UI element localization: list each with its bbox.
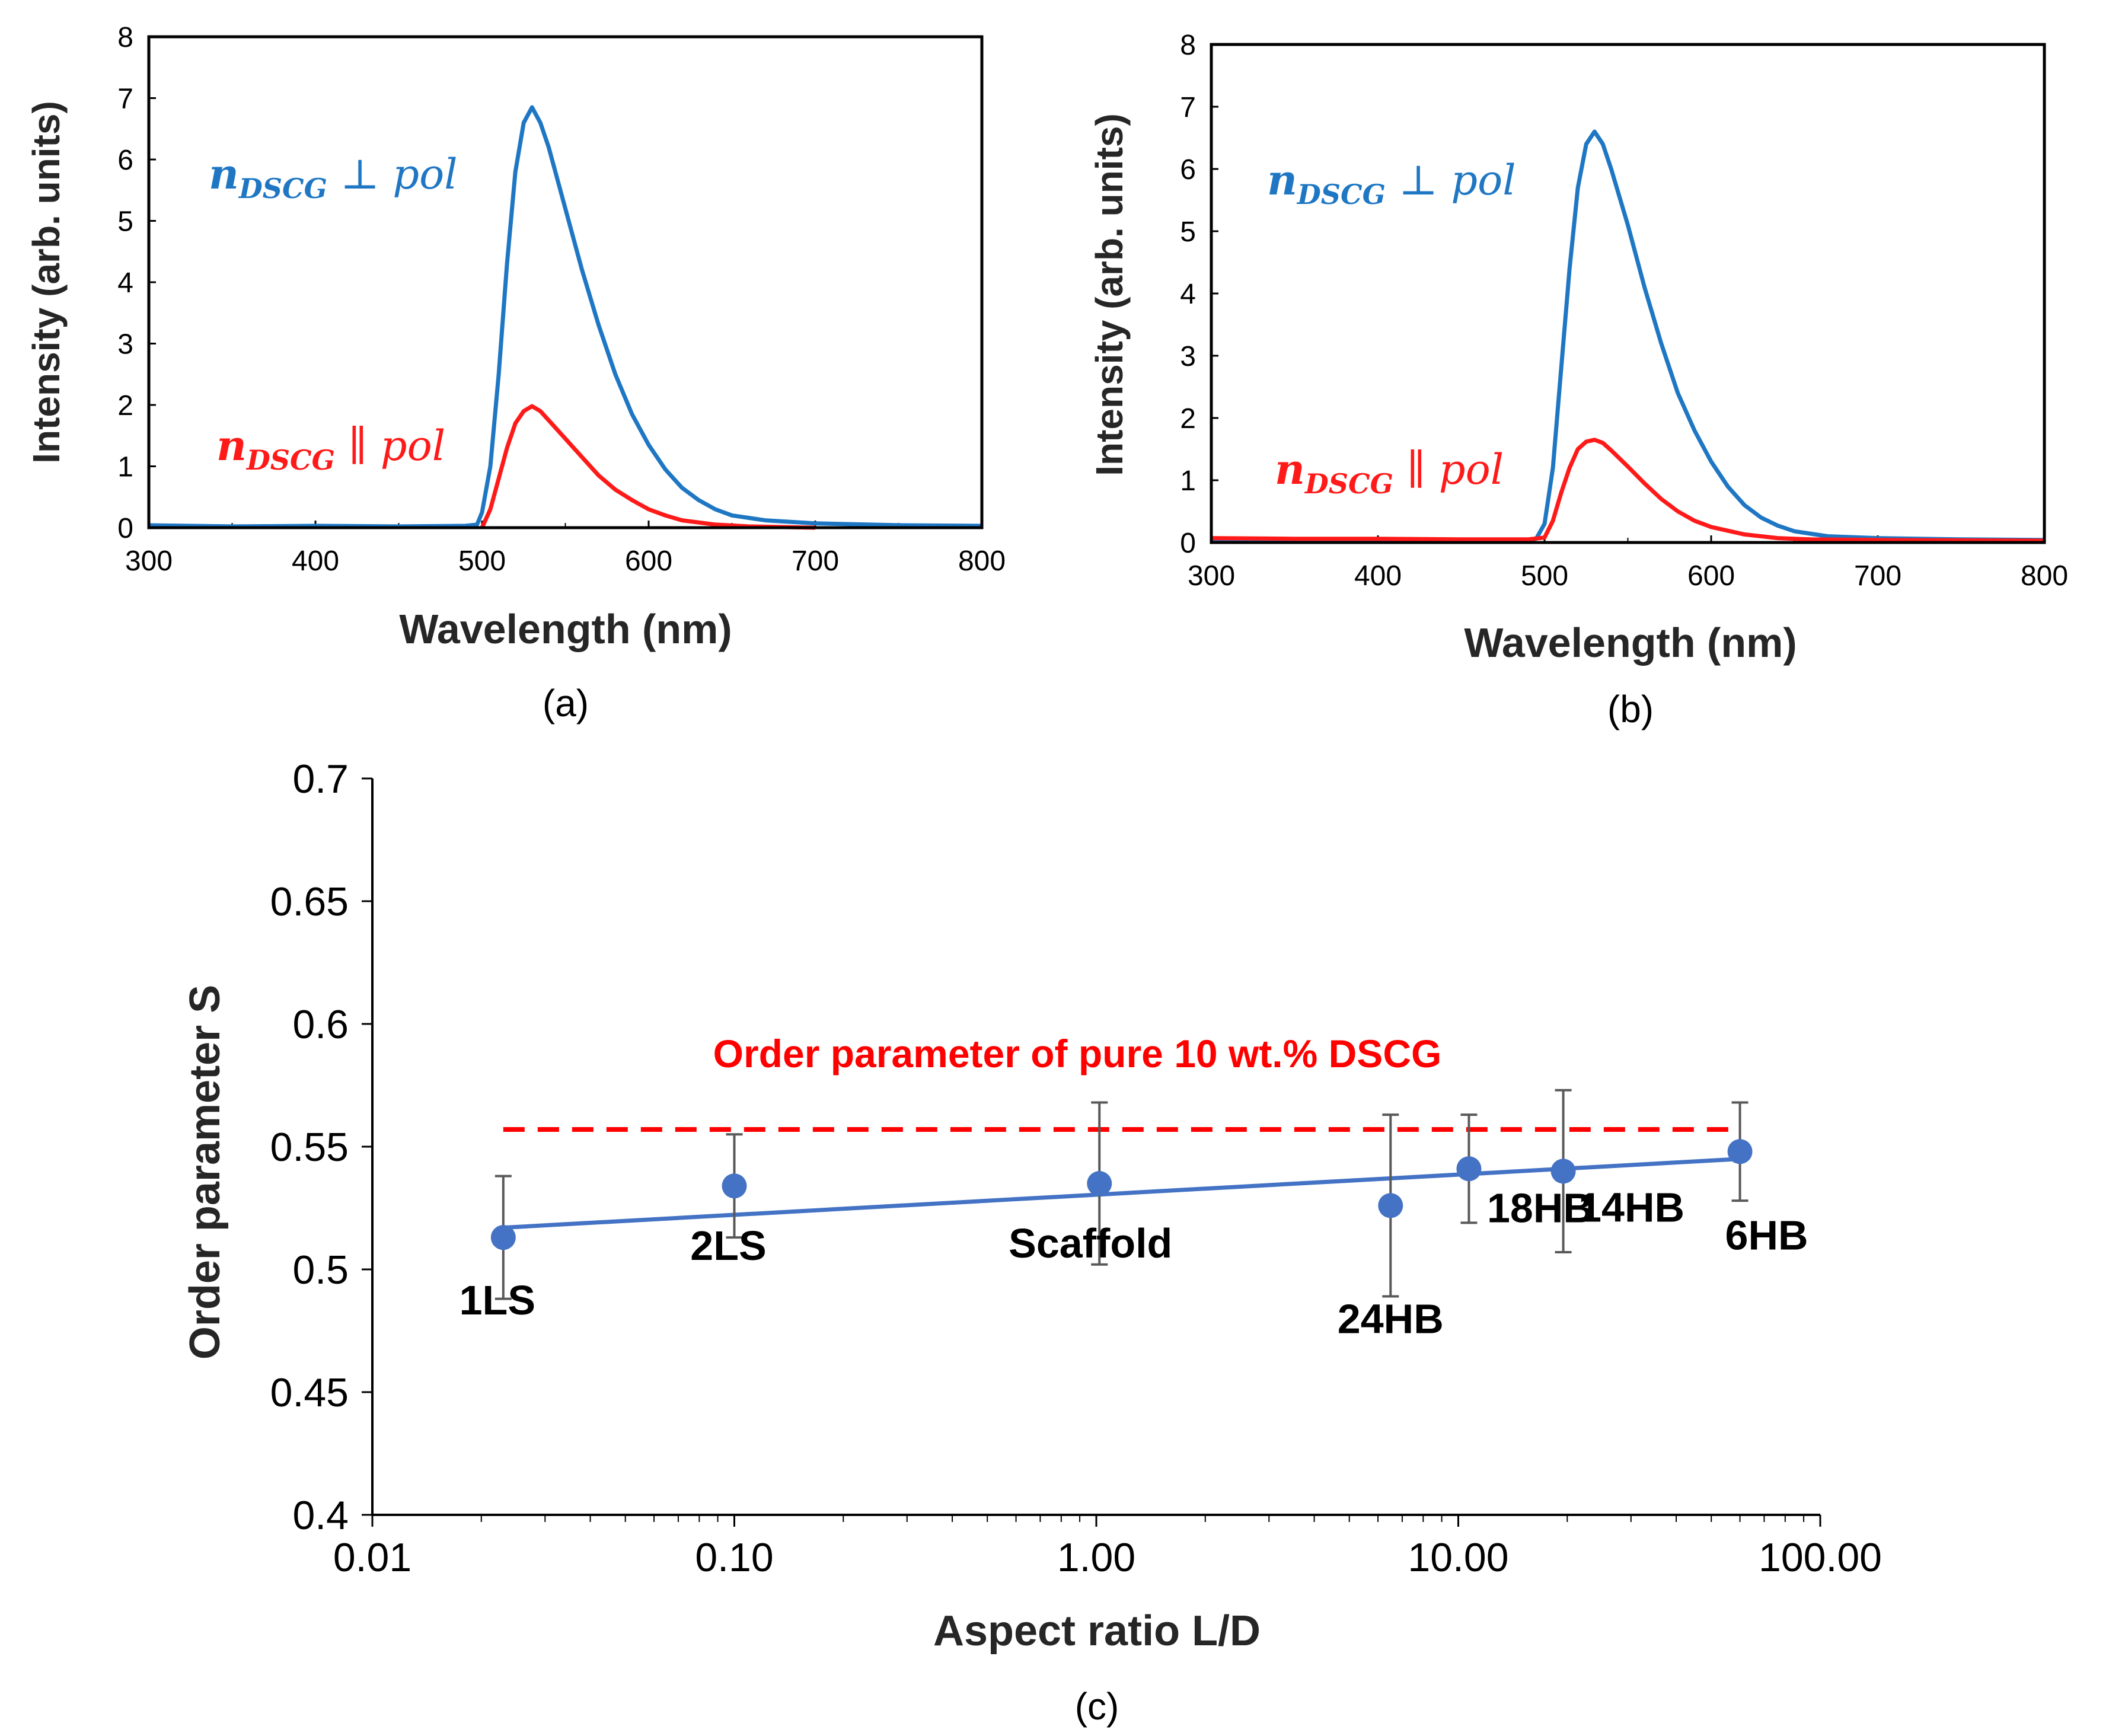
y-tick-label: 0.7 (292, 757, 349, 802)
x-tick-label: 300 (1188, 560, 1235, 592)
panel-a-annot-parallel: nDSCG ∥ pol (216, 421, 445, 476)
x-tick-label: 800 (2021, 560, 2068, 592)
y-tick-label: 1 (117, 452, 133, 483)
panel-c-ref-label: Order parameter of pure 10 wt.% DSCG (713, 1032, 1442, 1076)
y-tick-label: 0 (117, 513, 133, 544)
x-tick-label: 400 (292, 545, 339, 577)
data-point-14hb (1550, 1159, 1576, 1184)
y-tick-label: 3 (1180, 341, 1196, 372)
panel-c-ylabel: Order parameter S (181, 985, 229, 1360)
y-tick-label: 1 (1180, 465, 1196, 497)
point-label: 18HB (1487, 1185, 1593, 1231)
x-tick-label: 600 (625, 545, 672, 577)
panel-c-ticks (362, 777, 1821, 1527)
panel-c-marks (490, 1089, 1753, 1300)
panel-c-tick-labels: 0.4 0.45 0.5 0.55 0.6 0.65 0.7 0.01 0.10 1.00 10.0… (270, 757, 1882, 1580)
panel-b-caption: (b) (1607, 688, 1654, 730)
x-tick-label: 700 (792, 545, 839, 577)
data-point-18hb (1456, 1156, 1482, 1182)
series-perp-line (148, 105, 982, 529)
y-tick-label: 4 (1180, 279, 1196, 310)
x-tick-label: 1.00 (1057, 1535, 1135, 1580)
panel-b-series (1211, 129, 2045, 543)
panel-b-annot-perp: nDSCG ⊥ pol (1267, 155, 1516, 210)
data-point-2ls (722, 1173, 747, 1199)
panel-c-xlabel: Aspect ratio L/D (933, 1607, 1261, 1655)
y-tick-label: 0.6 (292, 1002, 349, 1047)
panel-b-ylabel: Intensity (arb. units) (1088, 113, 1131, 476)
x-tick-label: 100.00 (1759, 1535, 1882, 1580)
series-parallel-line (1211, 438, 2045, 543)
data-point-scaffold (1087, 1171, 1112, 1196)
point-label: 6HB (1725, 1212, 1808, 1258)
y-tick-label: 5 (1180, 216, 1196, 248)
y-tick-label: 0.4 (292, 1493, 349, 1538)
panel-b-plot-frame (1210, 43, 2046, 544)
y-tick-label: 3 (117, 329, 133, 360)
y-tick-label: 7 (1180, 92, 1196, 123)
series-parallel-line (480, 404, 816, 530)
data-point-6hb (1727, 1139, 1753, 1164)
y-tick-label: 5 (117, 206, 133, 238)
point-label: 1LS (460, 1277, 535, 1323)
y-tick-label: 2 (117, 390, 133, 422)
x-tick-label: 800 (958, 545, 1006, 577)
x-tick-label: 600 (1687, 560, 1735, 592)
panel-c: 0.4 0.45 0.5 0.55 0.6 0.65 0.7 0.01 0.10 1.00 10.0… (181, 757, 1882, 1728)
y-tick-label: 0.65 (270, 879, 349, 924)
x-tick-label: 500 (458, 545, 506, 577)
x-tick-label: 0.01 (333, 1535, 411, 1580)
panel-a-tick-labels: 300 400 500 600 700 800 0 1 2 3 4 5 6 7 8 (117, 22, 1006, 577)
trend-line (503, 1157, 1740, 1230)
data-point-24hb (1378, 1193, 1403, 1218)
panel-b-tick-labels: 300 400 500 600 700 800 0 1 2 3 4 5 6 7 8 (1180, 30, 2068, 592)
panel-a: 300 400 500 600 700 800 0 1 2 3 4 5 6 7 8 Intensity (a… (25, 22, 1006, 725)
x-tick-label: 500 (1521, 560, 1568, 592)
panel-a-caption: (a) (543, 682, 589, 725)
y-tick-label: 6 (1180, 154, 1196, 186)
panel-a-plot-frame (147, 35, 984, 529)
x-tick-label: 0.10 (695, 1535, 773, 1580)
point-label: 24HB (1338, 1295, 1444, 1342)
x-tick-label: 300 (125, 545, 173, 577)
y-tick-label: 0.55 (270, 1125, 349, 1170)
panel-c-caption: (c) (1075, 1685, 1119, 1728)
y-tick-label: 0.45 (270, 1370, 349, 1415)
data-point-1ls (490, 1225, 516, 1250)
panel-a-xlabel: Wavelength (nm) (399, 606, 732, 652)
point-label: Scaffold (1009, 1220, 1172, 1266)
x-tick-label: 10.00 (1408, 1535, 1508, 1580)
y-tick-label: 7 (117, 84, 133, 115)
point-label: 14HB (1578, 1184, 1684, 1230)
x-tick-label: 400 (1354, 560, 1402, 592)
y-tick-label: 0 (1180, 528, 1196, 559)
y-tick-label: 6 (117, 145, 133, 176)
panel-b-xlabel: Wavelength (nm) (1464, 620, 1797, 666)
panel-a-series (148, 105, 982, 530)
y-tick-label: 8 (117, 22, 133, 53)
y-tick-label: 8 (1180, 30, 1196, 61)
y-tick-label: 4 (117, 267, 133, 299)
panel-b: 300 400 500 600 700 800 0 1 2 3 4 5 6 7 8 Intensity (a… (1088, 30, 2068, 730)
panel-b-annot-parallel: nDSCG ∥ pol (1275, 445, 1504, 500)
y-tick-label: 0.5 (292, 1247, 349, 1293)
point-label: 2LS (690, 1223, 766, 1269)
x-tick-label: 700 (1854, 560, 1901, 592)
panel-a-ylabel: Intensity (arb. units) (25, 101, 68, 464)
panel-a-annot-perp: nDSCG ⊥ pol (209, 149, 458, 205)
y-tick-label: 2 (1180, 403, 1196, 435)
